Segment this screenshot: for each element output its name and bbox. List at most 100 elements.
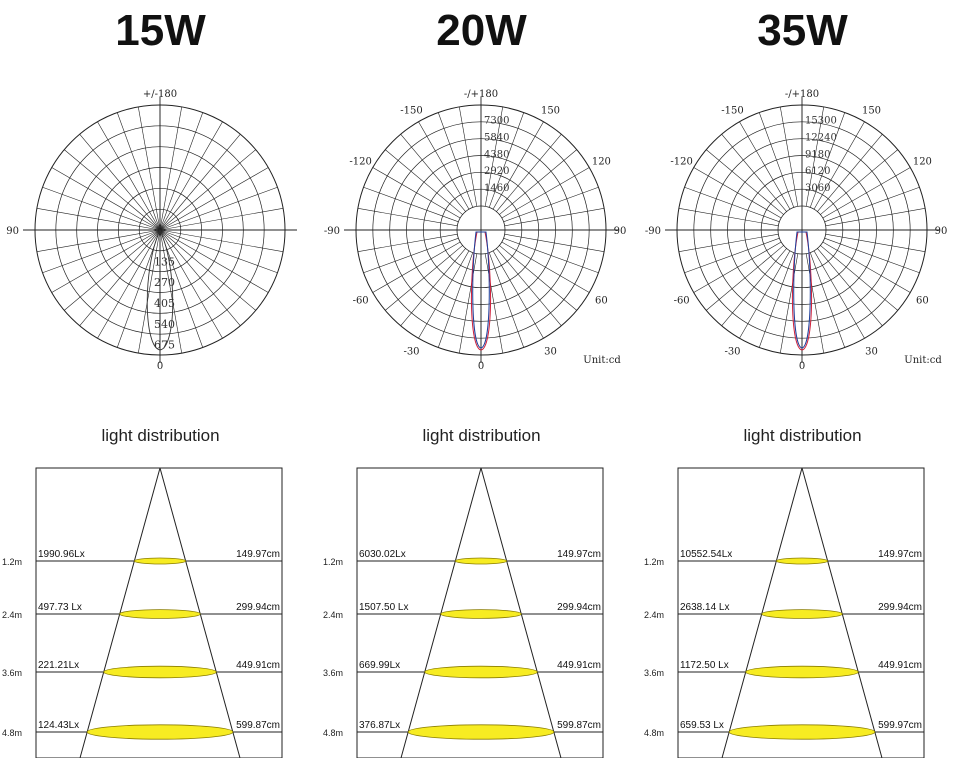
polar-spoke [504, 233, 605, 253]
mount-height-label: 3.6m [2, 668, 22, 678]
polar-spoke [488, 112, 525, 208]
mount-height-label: 1.2m [2, 557, 22, 567]
polar-spoke [137, 106, 161, 231]
polar-spoke [496, 134, 562, 212]
polar-spoke [385, 149, 463, 215]
polar-spoke [159, 134, 241, 231]
polar-spoke [79, 229, 161, 326]
polar-spoke [400, 248, 466, 326]
light-spot-ellipse [440, 609, 522, 619]
polar-spoke [363, 186, 459, 223]
polar-spoke [484, 253, 504, 354]
angle-label: -60 [353, 296, 369, 307]
ring-value-label: 7300 [484, 116, 509, 127]
polar-spoke [824, 186, 920, 223]
polar-spoke [678, 233, 779, 253]
angle-label-top: -/+180 [785, 89, 819, 100]
angle-label: -30 [724, 346, 740, 357]
polar-spoke [779, 106, 799, 207]
mount-height-label: 2.4m [2, 610, 22, 620]
angle-label-left: -90 [645, 226, 661, 237]
polar-spoke [693, 241, 782, 293]
polar-spoke [437, 252, 474, 348]
wattage-title: 20W [436, 6, 527, 55]
angle-label: 60 [595, 296, 608, 307]
spot-diameter-label: 299.94cm [236, 602, 280, 613]
panel-35w: 35W 15300 12240 9180 6120 3060 -/+180 -90 0 -150… [642, 0, 963, 758]
beam-c90-270 [472, 231, 490, 349]
distribution-title: light distribution [422, 426, 541, 445]
illuminance-label: 1990.96Lx [38, 549, 85, 560]
polar-spoke [822, 167, 911, 219]
polar-labels: 135 270 405 540 675 +/-180 90 0 [6, 89, 177, 372]
polar-spoke [484, 106, 504, 207]
spot-diameter-label: 599.97cm [878, 720, 922, 731]
polar-spoke [825, 207, 926, 227]
polar-spoke [504, 207, 605, 227]
polar-spoke [64, 149, 161, 231]
polar-spoke [137, 229, 161, 354]
angle-label: 90 [935, 226, 948, 237]
distribution-cone-diagram: 1.2m 10552.54Lx 149.97cm 2.4m 2638.14 Lx 299.… [644, 467, 925, 758]
polar-curves [146, 228, 174, 351]
mount-height-label: 1.2m [323, 557, 343, 567]
angle-label: -150 [721, 106, 743, 117]
polar-spoke [813, 250, 865, 339]
illuminance-label: 659.53 Lx [680, 720, 724, 731]
cone-frame [356, 467, 604, 758]
polar-spoke [36, 207, 161, 231]
polar-spoke [159, 207, 284, 231]
polar-curves [791, 231, 813, 351]
polar-spoke [51, 229, 161, 293]
polar-diagram: 135 270 405 540 675 +/-180 90 0 [6, 89, 297, 372]
polar-spoke [706, 245, 784, 311]
spot-diameter-label: 149.97cm [557, 549, 601, 560]
polar-spoke [779, 253, 799, 354]
polar-spoke [159, 229, 183, 354]
ring-value-label: 5840 [484, 133, 509, 144]
angle-label-left: 90 [6, 226, 19, 237]
polar-spoke [372, 167, 461, 219]
polar-spoke [805, 106, 825, 207]
light-spot-ellipse [119, 609, 201, 619]
polar-spoke [159, 229, 223, 339]
polar-curves [470, 231, 492, 351]
polar-spoke [357, 233, 458, 253]
angle-label: 120 [592, 157, 611, 168]
polar-spoke [159, 229, 269, 293]
cone-right-edge [801, 467, 883, 758]
ring-value-label: 270 [154, 276, 175, 289]
mount-height-label: 1.2m [644, 557, 664, 567]
ring-value-label: 2920 [484, 166, 509, 177]
polar-spoke [503, 237, 599, 274]
angle-label: 150 [862, 106, 881, 117]
angle-label-top: -/+180 [464, 89, 498, 100]
polar-spoke [458, 106, 478, 207]
ring-value-label: 9180 [805, 149, 830, 160]
ring-value-label: 4380 [484, 149, 509, 160]
polar-spoke [159, 229, 256, 311]
angle-label: -120 [670, 157, 692, 168]
ring-value-label: 540 [154, 318, 175, 331]
polar-spoke [809, 112, 846, 208]
polar-spoke [813, 121, 865, 210]
polar-spoke [817, 134, 883, 212]
polar-spoke [400, 134, 466, 212]
spot-diameter-label: 599.87cm [236, 720, 280, 731]
polar-spoke [97, 229, 161, 339]
distribution-title: light distribution [101, 426, 220, 445]
mount-height-label: 4.8m [323, 728, 343, 738]
wattage-title: 15W [115, 6, 206, 55]
polar-spoke [418, 250, 470, 339]
polar-spoke [159, 106, 183, 231]
spot-diameter-label: 599.87cm [557, 720, 601, 731]
polar-spoke [501, 167, 590, 219]
cone-right-edge [159, 467, 241, 758]
polar-spoke [159, 112, 204, 231]
illuminance-label: 497.73 Lx [38, 602, 82, 613]
polar-spoke [159, 167, 269, 231]
ring-value-label: 1460 [484, 183, 509, 194]
polar-spoke [159, 229, 241, 326]
illuminance-label: 6030.02Lx [359, 549, 406, 560]
illuminance-label: 221.21Lx [38, 660, 79, 671]
